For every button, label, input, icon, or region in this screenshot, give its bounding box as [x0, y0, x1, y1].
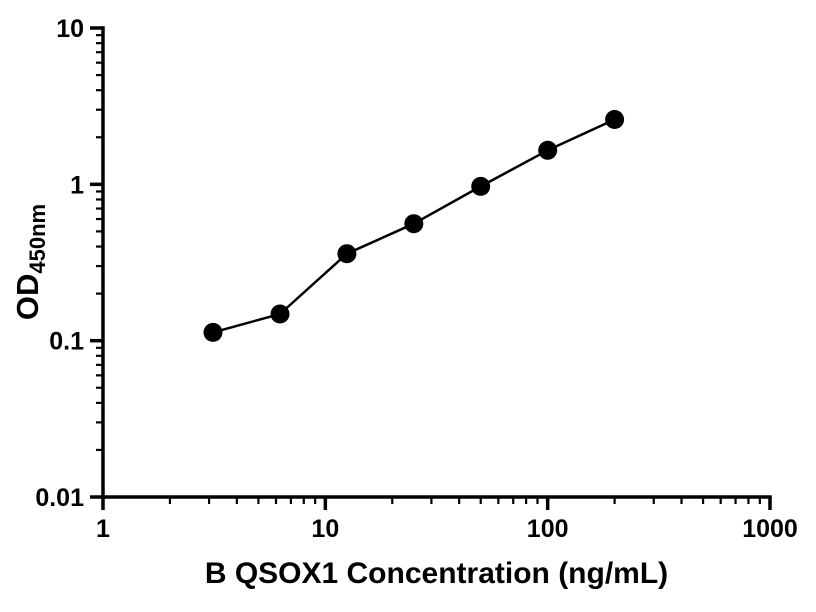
y-axis-label-main: OD [10, 274, 45, 321]
data-point [605, 110, 625, 129]
y-tick-labels: 0.01 0.1 1 10 [35, 15, 84, 512]
data-point [538, 140, 558, 160]
y-tick-label: 0.01 [35, 484, 84, 512]
x-tick-label: 1 [96, 515, 110, 543]
data-series [203, 110, 625, 342]
y-tick-label: 10 [56, 15, 84, 43]
y-axis-label: OD450nm [10, 204, 50, 320]
data-point [404, 214, 424, 234]
x-tick-label: 10 [311, 515, 339, 543]
data-point [270, 304, 290, 324]
data-point [337, 244, 357, 264]
x-tick-label: 100 [527, 515, 569, 543]
axis-ticks [90, 26, 772, 510]
y-tick-label: 1 [70, 171, 84, 199]
data-point [471, 176, 491, 196]
axes [101, 26, 772, 499]
x-tick-label: 1000 [742, 515, 798, 543]
x-axis-label: B QSOX1 Concentration (ng/mL) [205, 557, 668, 590]
data-point [203, 322, 223, 342]
x-tick-labels: 1 10 100 1000 [96, 515, 798, 543]
y-axis-label-subscript: 450nm [25, 204, 50, 274]
y-tick-label: 0.1 [49, 328, 84, 356]
